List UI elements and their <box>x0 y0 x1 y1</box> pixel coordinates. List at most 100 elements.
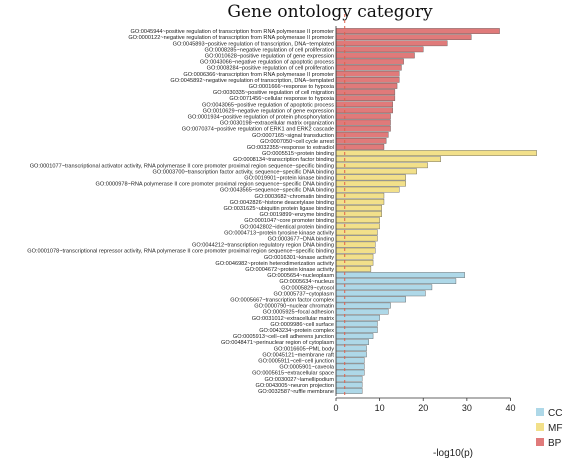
category-label: GO:0005615~extracellular space <box>252 371 334 377</box>
category-label: GO:0005654~nucleoplasm <box>267 273 334 279</box>
bar-mf-7 <box>335 186 400 193</box>
bar-cc-12 <box>335 339 369 346</box>
category-label: GO:0005901~caveola <box>279 365 334 371</box>
bar-bp-18 <box>335 131 389 138</box>
category-label: GO:0008284~positive regulation of cell p… <box>207 66 334 72</box>
category-label: GO:0031012~extracellular matrix <box>252 316 334 322</box>
category-label: GO:0001077~transcriptional activator act… <box>30 163 334 169</box>
bar-cc-16 <box>335 363 365 370</box>
category-label: GO:0003700~transcription factor activity… <box>153 169 334 175</box>
bar-cc-4 <box>335 290 426 297</box>
category-label: GO:0000978~RNA polymerase II core promot… <box>96 182 334 188</box>
category-label: GO:0031625~ubiquitin protein ligase bind… <box>223 206 334 212</box>
bar-cc-3 <box>335 284 433 291</box>
category-label: GO:0045944~positive regulation of transc… <box>131 29 335 35</box>
category-label: GO:0030335~positive regulation of cell m… <box>213 90 334 96</box>
category-label: GO:0008134~transcription factor binding <box>233 157 334 163</box>
bar-cc-20 <box>335 388 363 394</box>
bar-mf-17 <box>335 247 376 254</box>
category-label: GO:0042826~histone deacetylase binding <box>230 200 334 206</box>
bar-cc-1 <box>335 272 465 278</box>
category-label: GO:0008285~negative regulation of cell p… <box>204 47 334 53</box>
category-label: GO:0000122~negative regulation of transc… <box>128 35 334 41</box>
category-label: GO:0005737~cytoplasm <box>274 291 335 297</box>
category-label: GO:0005911~cell−cell junction <box>258 358 334 364</box>
bar-cc-10 <box>335 327 378 333</box>
category-label: GO:0032355~response to estradiol <box>247 145 334 151</box>
x-tick-label: 20 <box>418 403 428 413</box>
legend-label-cc: CC <box>548 408 562 419</box>
bar-mf-11 <box>335 211 382 217</box>
bar-bp-3 <box>335 40 448 47</box>
category-label: GO:0071456~cellular response to hypoxia <box>229 96 335 102</box>
legend-label-bp: BP <box>548 438 562 449</box>
category-label: GO:0048471~perinuclear region of cytopla… <box>221 340 334 346</box>
category-label: GO:0005829~cytosol <box>281 285 334 291</box>
bar-cc-5 <box>335 296 406 303</box>
x-tick-label: 40 <box>505 403 515 413</box>
bar-mf-3 <box>335 162 428 169</box>
bar-mf-2 <box>335 156 441 163</box>
category-label: GO:0070374~positive regulation of ERK1 a… <box>182 127 334 133</box>
category-label: GO:0005515~protein binding <box>262 151 334 157</box>
bar-bp-7 <box>335 64 402 71</box>
category-label: GO:0043065~positive regulation of apopto… <box>202 102 334 108</box>
category-label: GO:0046982~protein heterodimerization ac… <box>215 261 334 267</box>
category-label: GO:0042802~identical protein binding <box>240 224 334 230</box>
legend-swatch-mf <box>536 423 544 431</box>
legend-swatch-bp <box>536 438 544 446</box>
bar-mf-20 <box>335 266 372 272</box>
category-label: GO:0001078~transcriptional repressor act… <box>27 249 334 255</box>
category-label: GO:0001934~positive regulation of protei… <box>188 114 334 120</box>
category-label: GO:0019901~protein kinase binding <box>244 175 334 181</box>
bar-cc-11 <box>335 333 374 339</box>
category-label: GO:0043234~protein complex <box>259 328 334 334</box>
category-label: GO:0016301~kinase activity <box>264 255 334 261</box>
x-tick-label: 10 <box>375 403 385 413</box>
category-label: GO:0004672~protein kinase activity <box>245 267 334 273</box>
bar-cc-14 <box>335 351 367 358</box>
category-label: GO:0043565~sequence−specific DNA binding <box>220 188 334 194</box>
bar-mf-16 <box>335 241 376 248</box>
category-label: GO:0007050~cell cycle arrest <box>260 139 334 145</box>
category-label: GO:0045121~membrane raft <box>262 352 334 358</box>
category-label: GO:0005634~nucleus <box>279 279 334 285</box>
category-label: GO:0019899~enzyme binding <box>260 212 334 218</box>
category-label: GO:0005667~transcription factor complex <box>230 297 334 303</box>
bar-mf-19 <box>335 260 374 266</box>
legend-label-mf: MF <box>548 423 562 434</box>
bar-bp-19 <box>335 137 387 144</box>
category-label: GO:0004713~protein tyrosine kinase activ… <box>224 230 334 236</box>
bar-bp-20 <box>335 144 385 150</box>
bar-mf-9 <box>335 198 385 205</box>
category-label: GO:0010628~positive regulation of gene e… <box>205 53 334 59</box>
bar-bp-4 <box>335 46 424 53</box>
bar-bp-16 <box>335 119 391 126</box>
bar-cc-6 <box>335 302 391 309</box>
category-label: GO:0045892~negative regulation of transc… <box>170 78 334 84</box>
bar-bp-1 <box>335 28 500 34</box>
category-label: GO:0005913~cell−cell adherens junction <box>233 334 334 340</box>
bar-bp-8 <box>335 70 400 77</box>
category-label: GO:0001666~response to hypoxia <box>249 84 335 90</box>
category-label: GO:0045893~positive regulation of transc… <box>173 41 334 47</box>
category-label: GO:0005925~focal adhesion <box>263 310 334 316</box>
category-label: GO:0044212~transcription regulatory regi… <box>192 243 334 249</box>
category-label: GO:0003677~DNA binding <box>268 236 334 242</box>
category-label: GO:0032587~ruffle membrane <box>258 389 334 395</box>
bar-cc-8 <box>335 314 380 321</box>
x-tick-label: 0 <box>333 403 338 413</box>
bar-mf-6 <box>335 180 406 187</box>
category-label: GO:0001047~core promoter binding <box>244 218 334 224</box>
bar-mf-4 <box>335 168 417 175</box>
category-label: GO:0043066~negative regulation of apopto… <box>200 60 334 66</box>
category-label: GO:0009986~cell surface <box>270 322 334 328</box>
bar-cc-17 <box>335 369 365 376</box>
x-tick-label: 30 <box>462 403 472 413</box>
bar-mf-15 <box>335 235 378 242</box>
bar-bp-5 <box>335 52 415 59</box>
bar-mf-13 <box>335 223 380 230</box>
bar-mf-12 <box>335 217 380 224</box>
